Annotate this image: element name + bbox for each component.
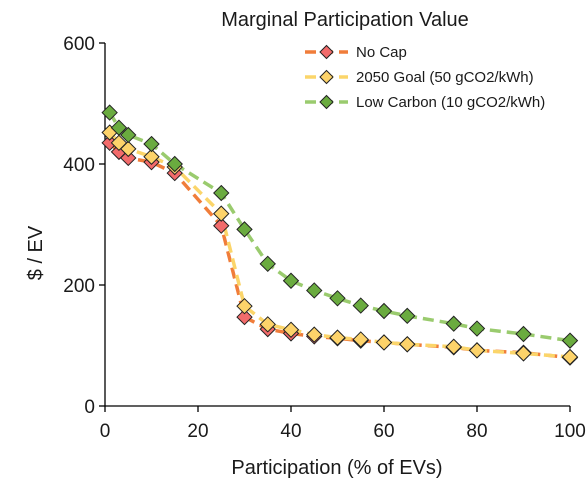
- data-point: [445, 338, 462, 355]
- y-tick-label: 600: [63, 34, 95, 55]
- legend-item: Low Carbon (10 gCO2/kWh): [305, 94, 545, 111]
- legend-swatch-marker: [319, 94, 334, 110]
- data-point: [259, 316, 276, 333]
- series-3-markers: [101, 104, 579, 349]
- x-tick-label: 0: [100, 421, 111, 442]
- data-point: [468, 342, 486, 359]
- series-2-markers: [101, 124, 579, 366]
- legend-swatch-marker: [319, 44, 334, 60]
- series-3: [108, 111, 571, 343]
- data-point: [468, 320, 486, 337]
- data-point: [352, 297, 369, 314]
- data-point: [561, 348, 579, 366]
- data-point: [101, 104, 118, 121]
- y-tick-label: 200: [63, 276, 95, 297]
- data-point: [282, 272, 300, 289]
- x-tick-label: 60: [373, 421, 394, 442]
- data-point: [515, 345, 532, 362]
- legend: No Cap 2050 Goal (50 gCO2/kWh) Low Carbon …: [305, 44, 545, 111]
- data-point: [306, 326, 323, 343]
- x-tick-label: 20: [187, 421, 208, 442]
- data-point: [166, 155, 183, 173]
- data-point: [399, 336, 416, 353]
- legend-item: 2050 Goal (50 gCO2/kWh): [305, 69, 534, 86]
- data-point: [213, 217, 230, 234]
- data-point: [329, 290, 346, 307]
- data-point: [143, 135, 160, 153]
- data-point: [375, 334, 393, 351]
- data-point: [213, 184, 230, 202]
- data-point: [110, 119, 128, 136]
- data-point: [213, 205, 230, 222]
- data-point: [120, 149, 137, 167]
- y-axis-title: $ / EV: [25, 225, 47, 280]
- y-tick-label: 0: [84, 397, 95, 418]
- data-point: [120, 126, 137, 144]
- legend-swatch-marker: [319, 69, 334, 85]
- data-point: [143, 148, 160, 165]
- series-layer: [101, 104, 579, 366]
- legend-label: 2050 Goal (50 gCO2/kWh): [356, 69, 534, 86]
- data-point: [352, 331, 369, 348]
- data-point: [561, 332, 579, 349]
- data-point: [515, 325, 532, 343]
- x-axis-title: Participation (% of EVs): [231, 457, 442, 479]
- data-point: [236, 221, 253, 238]
- data-point: [282, 321, 300, 338]
- data-point: [399, 307, 416, 325]
- data-point: [445, 315, 462, 332]
- chart-title: Marginal Participation Value: [221, 9, 469, 31]
- data-point: [236, 297, 253, 315]
- y-tick-label: 400: [63, 155, 95, 176]
- data-point: [375, 302, 393, 320]
- data-point: [306, 282, 323, 299]
- x-tick-label: 40: [280, 421, 301, 442]
- x-tick-label: 80: [466, 421, 487, 442]
- data-point: [259, 255, 276, 273]
- data-point: [329, 329, 346, 346]
- x-tick-label: 100: [554, 421, 586, 442]
- data-point: [236, 308, 253, 326]
- legend-item: No Cap: [305, 44, 407, 61]
- legend-label: No Cap: [356, 44, 407, 61]
- series-line: [108, 111, 571, 343]
- axes: 0 200 400 600 0 20 40 60 80 100: [63, 34, 586, 442]
- data-point: [120, 140, 137, 158]
- legend-label: Low Carbon (10 gCO2/kWh): [356, 94, 545, 111]
